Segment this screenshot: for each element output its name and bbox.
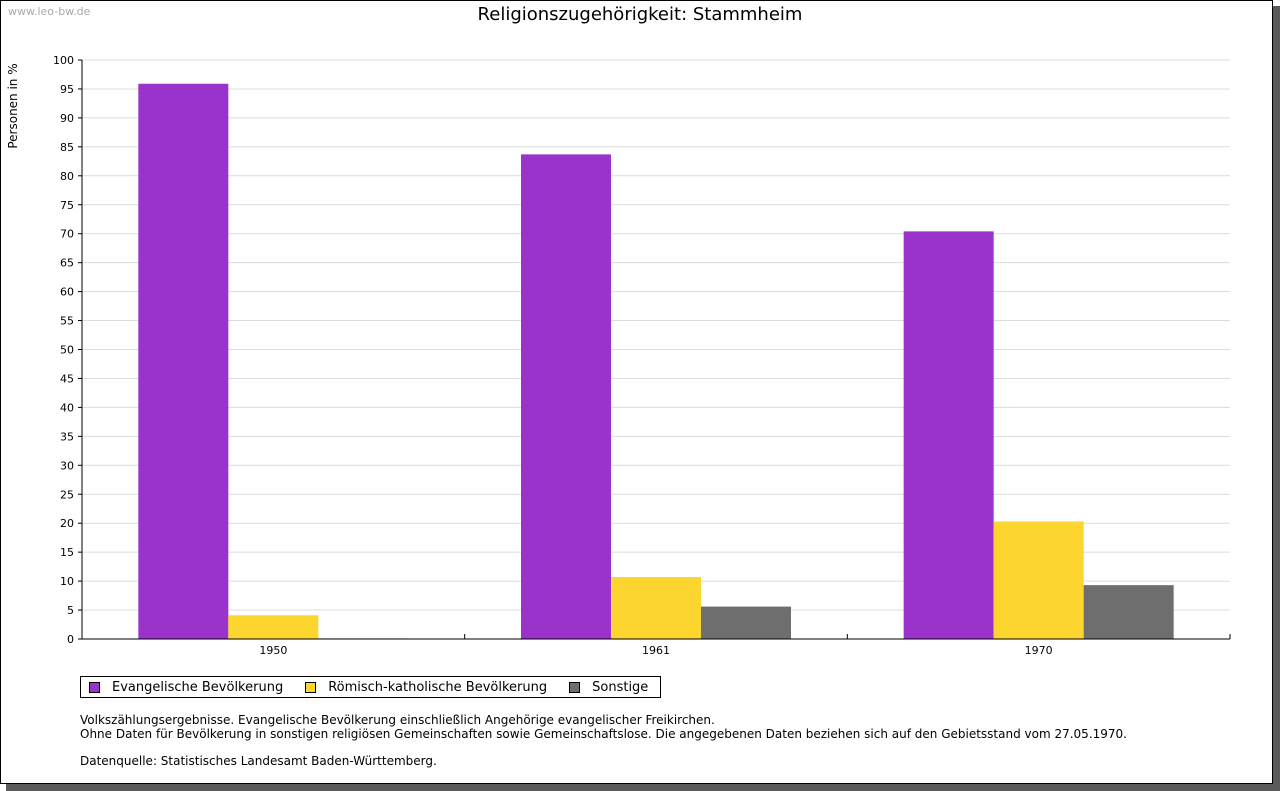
bar-katholisch-1950 [228,615,319,639]
legend-item-sonstige: Sonstige [569,680,648,695]
bar-evangelisch-1961 [521,154,611,639]
legend: Evangelische Bevölkerung Römisch-katholi… [80,676,662,698]
x-tick-label-1961: 1961 [642,644,670,657]
y-tick-label-30: 30 [60,459,74,472]
y-tick-label-60: 60 [60,286,74,299]
legend-item-evangelisch: Evangelische Bevölkerung [89,680,283,695]
legend-swatch-evangelisch [89,681,100,693]
y-tick-label-80: 80 [60,170,74,183]
x-tick-label-1970: 1970 [1025,644,1053,657]
y-tick-label-90: 90 [60,112,74,125]
y-tick-label-45: 45 [60,372,74,385]
frame-shadow-right [1273,6,1280,791]
y-tick-label-55: 55 [60,315,74,328]
legend-swatch-katholisch [305,681,317,693]
y-tick-label-70: 70 [60,228,74,241]
chart-notes: Volkszählungsergebnisse. Evangelische Be… [80,713,1127,768]
x-tick-label-1950: 1950 [259,644,287,657]
y-tick-label-50: 50 [60,344,74,357]
y-tick-label-0: 0 [67,633,74,646]
bar-sonstige-1970 [1083,585,1174,639]
data-source: Datenquelle: Statistisches Landesamt Bad… [80,754,437,768]
y-tick-label-25: 25 [60,488,74,501]
watermark: www.leo-bw.de [8,5,91,18]
legend-label-katholisch: Römisch-katholische Bevölkerung [328,679,548,695]
legend-item-katholisch: Römisch-katholische Bevölkerung [305,680,547,695]
bar-sonstige-1961 [701,606,791,639]
y-tick-label-65: 65 [60,257,74,270]
legend-label-evangelisch: Evangelische Bevölkerung [112,679,284,695]
bar-katholisch-1961 [611,577,701,639]
bar-katholisch-1970 [993,521,1084,639]
note-line-2: Ohne Daten für Bevölkerung in sonstigen … [80,727,1127,741]
y-tick-label-95: 95 [60,83,74,96]
bar-evangelisch-1950 [138,83,229,639]
y-tick-label-75: 75 [60,199,74,212]
y-tick-label-20: 20 [60,517,74,530]
y-tick-label-85: 85 [60,141,74,154]
y-tick-label-15: 15 [60,546,74,559]
y-tick-label-100: 100 [53,54,74,67]
y-tick-label-35: 35 [60,430,74,443]
note-line-1: Volkszählungsergebnisse. Evangelische Be… [80,713,715,727]
bar-evangelisch-1970 [903,231,994,639]
chart-plot: 0 5 10 15 20 25 30 35 40 45 50 55 60 65 70 75 80 85 90 95 10… [53,54,1231,657]
y-tick-label-10: 10 [60,575,74,588]
frame-shadow-bottom [6,784,1280,791]
y-tick-label-5: 5 [67,604,74,617]
legend-label-sonstige: Sonstige [592,679,649,695]
legend-swatch-sonstige [569,681,581,693]
chart-title: Religionszugehörigkeit: Stammheim [477,4,803,25]
y-tick-label-40: 40 [60,401,74,414]
